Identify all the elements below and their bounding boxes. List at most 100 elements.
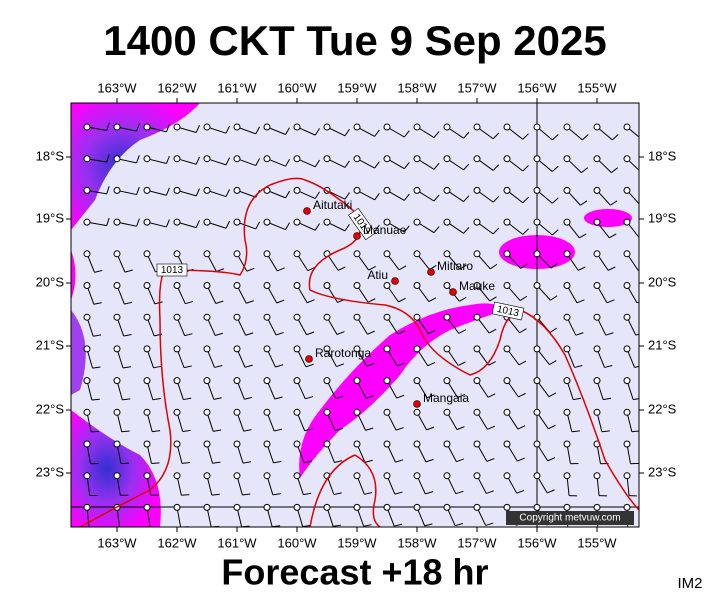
barb-station (83, 313, 91, 321)
barb-feather (459, 264, 467, 270)
barb-station (443, 186, 451, 194)
barb-feather (394, 491, 403, 495)
barb-feather (334, 460, 343, 464)
barb-station (503, 282, 511, 289)
barb-station (323, 345, 331, 353)
barb-station (593, 377, 601, 385)
barb-station (143, 250, 151, 258)
barb-feather (487, 425, 495, 430)
barb-feather (492, 227, 500, 235)
barb-feather (488, 361, 496, 366)
barb-feather (92, 366, 101, 369)
barb-feather (486, 490, 494, 494)
barb-station (83, 123, 91, 131)
place-name: Mangaia (423, 391, 469, 405)
barb-feather (635, 333, 639, 336)
barb-feather (426, 426, 435, 431)
place-name: Manuae (363, 223, 407, 237)
barb-feather (551, 197, 559, 204)
barb-station (173, 377, 181, 385)
barb-station (563, 503, 571, 511)
barb-feather (627, 526, 629, 527)
barb-feather (275, 331, 284, 336)
barb-station (293, 377, 301, 385)
barb-feather (136, 218, 140, 227)
barb-station (563, 377, 571, 385)
barb-feather (273, 460, 282, 464)
barb-station (173, 313, 181, 321)
barb-station (233, 472, 241, 480)
barb-feather (398, 265, 407, 271)
lat-label: 22°S (648, 401, 677, 416)
lat-label: 18°S (36, 148, 65, 163)
barb-feather (433, 194, 440, 202)
barb-feather (336, 331, 345, 335)
barb-station (563, 186, 571, 194)
barb-station (413, 313, 421, 321)
barb-feather (522, 228, 529, 235)
barb-feather (106, 217, 110, 226)
barb-feather (580, 200, 588, 206)
barb-station (383, 155, 391, 163)
barb-station (413, 155, 421, 163)
barb-station (383, 377, 391, 385)
barb-station (503, 408, 511, 416)
barb-feather (275, 364, 284, 368)
barb-feather (106, 186, 110, 195)
barb-feather (365, 427, 374, 431)
lat-label: 21°S (648, 337, 677, 352)
island (427, 268, 435, 276)
barb-station (83, 155, 91, 163)
barb-station (593, 186, 601, 194)
barb-feather (225, 125, 230, 134)
barb-station (263, 282, 271, 289)
barb-feather (581, 134, 589, 141)
barb-station (383, 186, 391, 194)
barb-feather (425, 458, 434, 463)
lat-label: 19°S (36, 210, 65, 225)
barb-feather (242, 493, 251, 496)
barb-station (443, 282, 451, 289)
barb-station (233, 123, 241, 131)
barb-station (173, 186, 181, 194)
barb-station (323, 123, 331, 131)
barb-feather (337, 266, 346, 271)
barb-feather (456, 458, 465, 463)
isobar-label-box (156, 263, 188, 277)
barb-station (293, 250, 301, 258)
barb-feather (305, 396, 314, 400)
barb-feather (551, 165, 559, 172)
barb-station (203, 186, 211, 194)
wind-shading (71, 410, 161, 527)
lon-label: 162°W (157, 535, 197, 550)
barb-feather (485, 522, 494, 526)
wind-shading (71, 103, 200, 230)
barb-station (533, 123, 541, 131)
barb-station (143, 155, 151, 163)
lon-label: 163°W (97, 80, 137, 95)
barb-station (443, 440, 451, 448)
barb-feather (274, 428, 283, 432)
barb-station (83, 186, 91, 194)
barb-feather (274, 396, 283, 400)
barb-feather (94, 269, 103, 273)
barb-station (233, 186, 241, 194)
barb-station (173, 282, 181, 289)
barb-station (113, 440, 121, 448)
barb-station (413, 503, 421, 511)
barb-feather (272, 493, 281, 496)
lon-label: 155°W (577, 80, 617, 95)
barb-station (113, 472, 121, 480)
barb-station (263, 218, 271, 226)
wind-barbs (83, 122, 639, 527)
barb-station (503, 440, 511, 448)
wind-shading (71, 250, 76, 300)
barb-station (533, 345, 541, 353)
barb-feather (183, 365, 192, 369)
barb-feather (364, 459, 373, 463)
barb-feather (549, 360, 557, 365)
barb-feather (106, 154, 110, 163)
barb-station (563, 408, 571, 416)
barb-feather (520, 263, 528, 269)
barb-feather (285, 127, 290, 135)
